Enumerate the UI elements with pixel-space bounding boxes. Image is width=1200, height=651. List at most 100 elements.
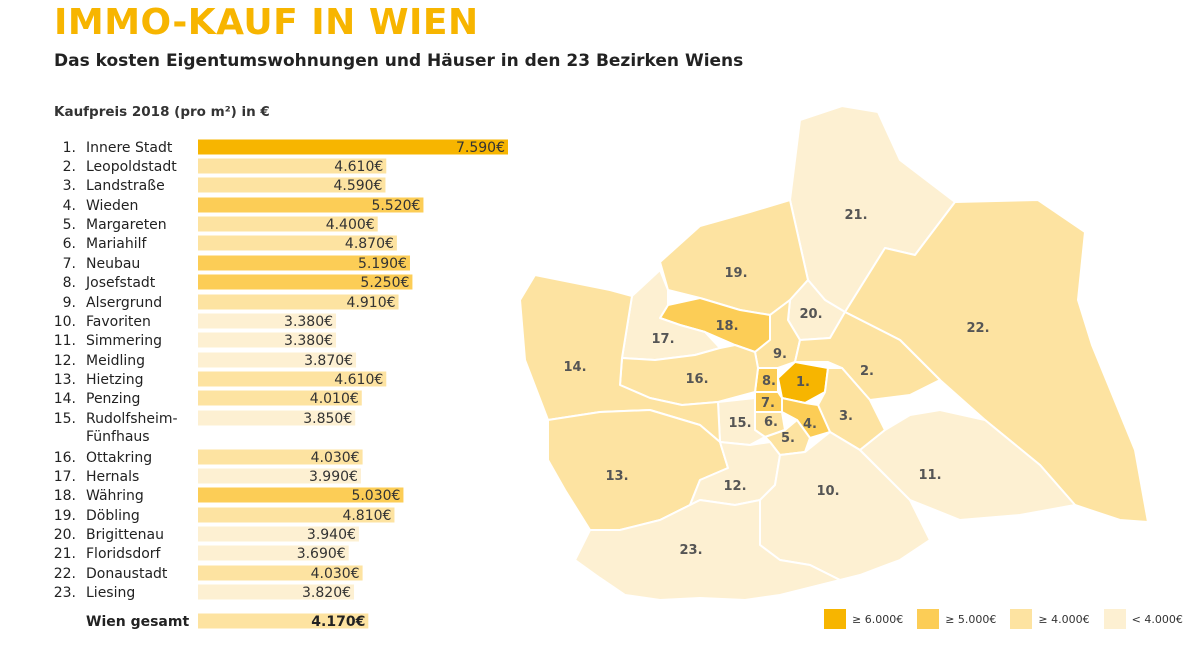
category-label-23: Liesing — [86, 585, 135, 601]
rank-label-23: 23. — [54, 585, 76, 601]
district-14 — [519, 274, 721, 443]
legend-label-tier3: ≥ 4.000€ — [1038, 612, 1090, 626]
rank-label-3: 3. — [63, 178, 76, 194]
bar-6 — [198, 235, 397, 251]
rank-label-14: 14. — [54, 391, 76, 407]
bar-3 — [198, 177, 386, 193]
value-label-17: 3.990€ — [309, 469, 358, 485]
legend-swatch-tier1 — [824, 609, 846, 629]
category-label-11: Simmering — [86, 333, 162, 349]
bar-12 — [198, 352, 357, 368]
value-label-8: 5.250€ — [360, 275, 409, 291]
district-label-18: 18. — [715, 319, 738, 334]
legend-swatch-tier3 — [1010, 609, 1033, 629]
value-label-20: 3.940€ — [307, 527, 356, 543]
district-label-5: 5. — [781, 431, 795, 446]
category-label-15: Rudolfsheim- — [86, 411, 178, 427]
legend-item-tier4: < 4.000€ — [1103, 609, 1183, 629]
legend-item-tier3: ≥ 4.000€ — [1010, 609, 1090, 629]
legend-item-tier2: ≥ 5.000€ — [917, 609, 996, 629]
district-label-3: 3. — [839, 409, 853, 424]
value-label-7: 5.190€ — [358, 256, 407, 272]
bar-7 — [198, 255, 410, 271]
value-label-22: 4.030€ — [311, 566, 360, 582]
value-label-16: 4.030€ — [311, 450, 360, 466]
district-label-22: 22. — [966, 321, 989, 336]
page-subtitle: Das kosten Eigentumswohnungen und Häuser… — [54, 51, 744, 71]
rank-label-2: 2. — [63, 159, 76, 175]
bar-19 — [198, 507, 395, 523]
bar-13 — [198, 371, 387, 387]
rank-label-16: 16. — [54, 450, 76, 466]
category-label-19: Döbling — [86, 508, 140, 524]
value-label-10: 3.380€ — [284, 314, 333, 330]
rank-label-20: 20. — [54, 527, 76, 543]
bar-5 — [198, 216, 378, 232]
bar-18 — [198, 487, 404, 503]
bar-14 — [198, 390, 362, 406]
bar-chart: 1. Innere Stadt 7.590€ 2. Leopoldstadt 4.610€… — [54, 139, 508, 630]
district-label-7: 7. — [761, 396, 775, 411]
value-label-15: 3.850€ — [303, 411, 352, 427]
value-label-13: 4.610€ — [334, 372, 383, 388]
value-label-4: 5.520€ — [371, 198, 420, 214]
value-label-11: 3.380€ — [284, 333, 333, 349]
district-label-6: 6. — [764, 415, 778, 430]
value-label-9: 4.910€ — [347, 295, 396, 311]
category-label-9: Alsergrund — [86, 295, 162, 311]
bar-11 — [198, 332, 337, 348]
page-title: IMMO-KAUF IN WIEN — [54, 2, 479, 43]
rank-label-9: 9. — [63, 295, 76, 311]
value-label-1: 7.590€ — [456, 140, 505, 156]
district-label-11: 11. — [918, 468, 941, 483]
district-label-21: 21. — [844, 208, 867, 223]
bar-4 — [198, 197, 424, 213]
rank-label-11: 11. — [54, 333, 76, 349]
category-label-total: Wien gesamt — [86, 614, 189, 630]
value-label-2: 4.610€ — [334, 159, 383, 175]
district-label-14: 14. — [563, 360, 586, 375]
rank-label-8: 8. — [63, 275, 76, 291]
rank-label-19: 19. — [54, 508, 76, 524]
value-axis-label: Kaufpreis 2018 (pro m²) in € — [54, 104, 270, 120]
district-11 — [859, 409, 1076, 521]
rank-label-5: 5. — [63, 217, 76, 233]
value-label-19: 4.810€ — [342, 508, 391, 524]
rank-label-4: 4. — [63, 198, 76, 214]
category-label-8: Josefstadt — [85, 275, 156, 291]
rank-label-1: 1. — [63, 140, 76, 156]
district-label-13: 13. — [605, 469, 628, 484]
district-label-4: 4. — [803, 417, 817, 432]
category-label-17: Hernals — [86, 469, 139, 485]
district-label-2: 2. — [860, 364, 874, 379]
category-label-13: Hietzing — [86, 372, 144, 388]
district-19 — [659, 199, 809, 316]
district-label-19: 19. — [724, 266, 747, 281]
category-label-1: Innere Stadt — [86, 140, 173, 156]
category-label-20: Brigittenau — [86, 527, 164, 543]
bar-8 — [198, 274, 413, 290]
bar-23 — [198, 584, 355, 600]
legend-label-tier2: ≥ 5.000€ — [945, 612, 997, 626]
legend-swatch-tier2 — [917, 609, 940, 629]
category-label-10: Favoriten — [86, 314, 151, 330]
district-9 — [754, 299, 801, 369]
rank-label-13: 13. — [54, 372, 76, 388]
bar-total — [198, 613, 369, 629]
rank-label-18: 18. — [54, 488, 76, 504]
value-label-14: 4.010€ — [310, 391, 359, 407]
district-label-23: 23. — [679, 543, 702, 558]
district-label-17: 17. — [651, 332, 674, 347]
district-label-9: 9. — [773, 347, 787, 362]
bar-20 — [198, 526, 359, 542]
district-label-16: 16. — [685, 372, 708, 387]
legend-item-tier1: ≥ 6.000€ — [824, 609, 903, 629]
legend-swatch-tier4 — [1103, 609, 1126, 629]
rank-label-6: 6. — [63, 236, 76, 252]
value-label-5: 4.400€ — [326, 217, 375, 233]
rank-label-10: 10. — [54, 314, 76, 330]
value-label-total: 4.170€ — [311, 614, 365, 630]
value-label-12: 3.870€ — [304, 353, 353, 369]
district-23 — [574, 499, 841, 601]
